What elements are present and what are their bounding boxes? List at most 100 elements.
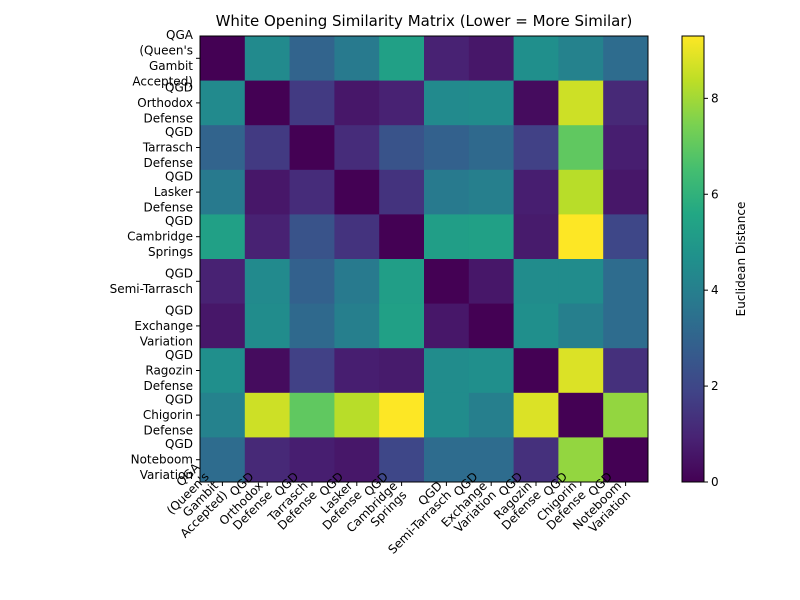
heatmap-cell [334,214,380,260]
heatmap-cell [558,259,604,305]
heatmap-cell [603,80,649,126]
heatmap-cell [468,169,515,215]
heatmap-cell [603,214,649,260]
heatmap-cell [379,259,425,305]
heatmap-cell [244,259,291,305]
heatmap-cell [468,214,515,260]
heatmap-cell [289,348,335,394]
heatmap-cell [200,303,246,349]
heatmap-cell [603,125,649,171]
heatmap-cell [513,348,559,394]
heatmap-cell [468,392,515,438]
heatmap-cell [468,348,515,394]
colorbar-tick-label: 8 [711,91,719,105]
heatmap-cell [424,214,470,260]
colorbar-ticks: 0 2 4 6 8 [704,91,719,489]
heatmap-cell [200,259,246,305]
heatmap-cell [334,36,380,82]
colorbar-tick-label: 6 [711,187,719,201]
heatmap-cell [558,392,604,438]
heatmap-cell [334,392,380,438]
heatmap-cell [513,214,559,260]
heatmap-cell [424,80,470,126]
heatmap-cell [468,303,515,349]
heatmap-cell [424,36,470,82]
y-tick-label: QGD Tarrasch Defense [142,125,193,170]
heatmap-cell [513,80,559,126]
heatmap-cell [244,80,291,126]
heatmap-cell [244,392,291,438]
heatmap-cell [558,214,604,260]
y-tick-label: QGD Orthodox Defense [137,80,193,125]
heatmap-cell [289,125,335,171]
heatmap-cell [334,169,380,215]
heatmap-cell [558,303,604,349]
heatmap-cell [468,125,515,171]
heatmap-cell [289,392,335,438]
heatmap-cell [468,259,515,305]
heatmap-cell [558,348,604,394]
plot-frame [199,35,649,483]
heatmap-cell [468,437,515,483]
heatmap-cell [558,125,604,171]
heatmap-cell [424,259,470,305]
y-tick-label: QGD Chigorin Defense [143,393,193,438]
heatmap-cell [603,348,649,394]
heatmap-cell [289,80,335,126]
heatmap-cell [334,437,380,483]
heatmap-cell [603,392,649,438]
heatmap-cell [334,348,380,394]
y-tick-label: QGD Semi-Tarrasch [110,267,193,297]
heatmap-cell [379,125,425,171]
heatmap-cell [513,36,559,82]
y-tick-label: QGD Ragozin Defense [144,348,193,393]
heatmap-cell [379,437,425,483]
heatmap-cell [289,303,335,349]
heatmap-cell [379,392,425,438]
heatmap-cell [558,169,604,215]
heatmap-cell [513,259,559,305]
y-tick-label: QGD Cambridge Springs [127,214,193,259]
heatmap-cell [289,214,335,260]
chart-title: White Opening Similarity Matrix (Lower =… [216,12,633,30]
colorbar-tick-label: 4 [711,283,719,297]
heatmap-cell [334,259,380,305]
heatmap-cell [379,303,425,349]
heatmap-cell [200,125,246,171]
heatmap-cell [334,125,380,171]
colorbar-tick-label: 0 [711,475,719,489]
heatmap-cell [379,214,425,260]
heatmap-cell [558,437,604,483]
heatmap-cell [289,169,335,215]
colorbar-label: Euclidean Distance [734,202,748,317]
y-tick-labels: QGA (Queen's Gambit Accepted)QGD Orthodox Def… [110,28,200,482]
heatmap-cell [200,80,246,126]
heatmap-cell [379,348,425,394]
heatmap-cell [424,348,470,394]
heatmap-cell [379,169,425,215]
heatmap-cell [603,437,649,483]
heatmap-cell [244,36,291,82]
heatmap-cell [513,303,559,349]
y-tick-label: QGD Noteboom Variation [131,437,193,482]
heatmap-cell [244,348,291,394]
heatmap-cell [244,214,291,260]
heatmap-cell [603,259,649,305]
heatmap-cell [468,80,515,126]
heatmap-cell [200,36,246,82]
heatmap-cells [200,36,649,483]
heatmap-cell [424,392,470,438]
heatmap-cell [513,437,559,483]
heatmap-cell [468,36,515,82]
heatmap-cell [379,36,425,82]
colorbar [681,35,705,483]
heatmap-cell [424,125,470,171]
heatmap-cell [424,303,470,349]
heatmap-cell [200,169,246,215]
heatmap-cell [289,36,335,82]
heatmap-cell [244,437,291,483]
heatmap-cell [289,437,335,483]
heatmap-cell [603,36,649,82]
heatmap-cell [200,214,246,260]
heatmap-cell [513,169,559,215]
